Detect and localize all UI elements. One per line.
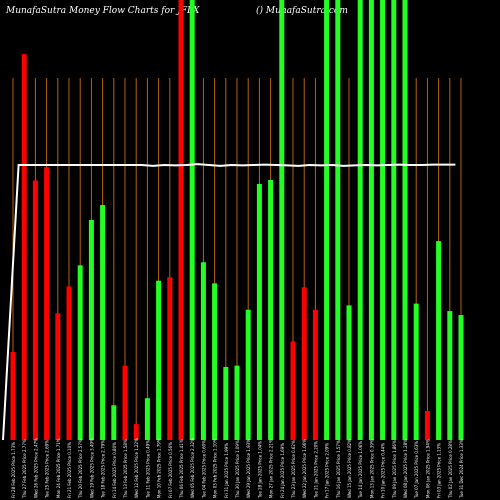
bar xyxy=(100,205,106,440)
x-tick-label: Thu 06 Feb 2025 Price 1.41% xyxy=(179,439,184,499)
bar xyxy=(447,311,453,440)
x-tick-label: Thu 23 Jan 2025 Price 0.62% xyxy=(291,440,296,499)
x-tick-label: Fri 28 Feb 2025 Price 1.73% xyxy=(11,442,16,498)
bar xyxy=(458,315,464,440)
bar xyxy=(279,0,285,440)
x-tick-label: Thu 20 Feb 2025 Price 2.57% xyxy=(78,439,83,499)
bar xyxy=(77,265,83,440)
bar xyxy=(167,277,173,440)
x-tick-label: Wed 29 Jan 2025 Price 1.93% xyxy=(246,439,251,498)
bar xyxy=(268,179,274,440)
x-tick-label: Fri 31 Jan 2025 Price 1.99% xyxy=(224,443,229,498)
bar xyxy=(200,262,206,440)
x-tick-label: Mon 10 Feb 2025 Price 1.79% xyxy=(157,438,162,498)
chart-title: MunafaSutra Money Flow Charts for JFLX xyxy=(6,6,200,16)
x-tick-label: Mon 03 Feb 2025 Price 1.10% xyxy=(213,438,218,498)
bar xyxy=(66,286,72,440)
bar xyxy=(122,365,128,440)
x-tick-label: Wed 19 Feb 2025 Price 3.49% xyxy=(89,438,94,498)
bar xyxy=(346,305,352,440)
x-tick-label: Wed 22 Jan 2025 Price 1.06% xyxy=(302,439,307,498)
x-tick-label: Fri 17 Jan 2025 Price 2.09% xyxy=(325,443,330,498)
x-tick-label: Thu 30 Jan 2025 Price 1.09% xyxy=(235,440,240,499)
x-tick-label: Fri 24 Jan 2025 Price 1.69% xyxy=(280,443,285,498)
bar xyxy=(178,0,184,440)
x-tick-label: Wed 12 Feb 2025 Price 1.22% xyxy=(134,438,139,498)
bar xyxy=(436,241,442,440)
x-tick-label: Tue 14 Jan 2025 Price 1.06% xyxy=(358,441,363,499)
x-tick-label: Fri 21 Feb 2025 Price 0.10% xyxy=(67,442,72,498)
bar xyxy=(223,366,229,440)
bar xyxy=(144,398,150,440)
x-tick-label: Wed 08 Jan 2025 Price 1.28% xyxy=(403,439,408,498)
x-tick-label: Mon 27 Jan 2025 Price 2.21% xyxy=(269,439,274,498)
x-tick-label: Tue 25 Feb 2025 Price 2.69% xyxy=(45,440,50,499)
x-tick-label: Fri 03 Jan 2025 Price 1.13% xyxy=(437,443,442,498)
bar xyxy=(44,167,50,440)
bar xyxy=(111,405,117,440)
bar xyxy=(391,0,397,440)
site-credit: () MunafaSutra.com xyxy=(256,6,348,16)
x-tick-label: Wed 26 Feb 2025 Price 2.47% xyxy=(33,438,38,498)
x-tick-label: Tue 07 Jan 2025 Price 0.63% xyxy=(414,441,419,499)
x-tick-label: Mon 06 Jan 2025 Price 1.94% xyxy=(425,439,430,498)
x-tick-label: Tue 18 Feb 2025 Price 2.79% xyxy=(101,440,106,499)
bar xyxy=(380,0,386,440)
bar xyxy=(212,283,218,440)
x-tick-label: Thu 02 Jan 2025 Price 0.28% xyxy=(448,440,453,499)
money-flow-line xyxy=(2,163,456,441)
bar xyxy=(21,54,27,441)
x-tick-label: Mon 24 Feb 2025 Price 1.71% xyxy=(56,438,61,498)
bar xyxy=(156,280,162,440)
x-tick-label: Tue 21 Jan 2025 Price 2.20% xyxy=(313,441,318,499)
bar xyxy=(357,0,363,440)
bar xyxy=(189,0,195,440)
bar xyxy=(368,0,374,440)
bar xyxy=(32,180,38,440)
bar xyxy=(335,0,341,440)
bar xyxy=(245,309,251,440)
bar xyxy=(55,313,61,440)
bar xyxy=(413,303,419,440)
x-tick-label: Thu 13 Feb 2025 Price 1.58% xyxy=(123,439,128,499)
x-tick-label: Thu 09 Jan 2025 Price 1.86% xyxy=(392,440,397,499)
bar xyxy=(234,365,240,440)
x-tick-label: Mon 13 Jan 2025 Price 0.39% xyxy=(369,439,374,498)
x-tick-label: Fri 07 Feb 2025 Price 0.56% xyxy=(168,442,173,498)
x-tick-label: Tue 11 Feb 2025 Price 0.49% xyxy=(145,440,150,499)
x-tick-label: Thu 16 Jan 2025 Price 1.57% xyxy=(336,440,341,499)
x-tick-label: Wed 05 Feb 2025 Price 2.32% xyxy=(190,438,195,498)
x-tick-label: Thu 27 Feb 2025 Price 2.77% xyxy=(22,439,27,499)
bar xyxy=(133,424,139,440)
x-tick-label: Wed 15 Jan 2025 Price 0.82% xyxy=(347,439,352,498)
bar xyxy=(324,0,330,440)
bar xyxy=(301,287,307,440)
bar xyxy=(88,220,94,440)
bar xyxy=(290,341,296,440)
bar xyxy=(402,0,408,440)
bar xyxy=(424,410,430,440)
x-tick-label: Fri 14 Feb 2025 Price 0.80% xyxy=(112,442,117,498)
bar xyxy=(256,183,262,441)
x-tick-label: Tue 28 Jan 2025 Price 1.04% xyxy=(257,441,262,499)
bar xyxy=(312,309,318,440)
x-tick-label: Fri 10 Jan 2025 Price 0.44% xyxy=(381,443,386,498)
bar xyxy=(10,352,16,440)
x-tick-label: Tue 31 Dec 2024 Price 1.33% xyxy=(459,439,464,499)
x-tick-label: Tue 04 Feb 2025 Price 0.60% xyxy=(201,440,206,499)
